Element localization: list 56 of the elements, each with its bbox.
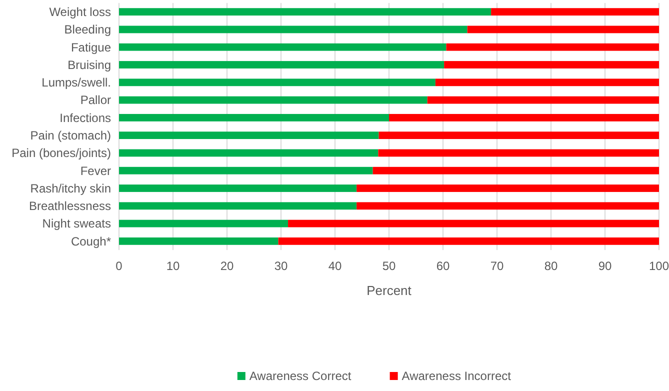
bar bbox=[446, 43, 659, 51]
bar bbox=[119, 78, 436, 86]
x-tick-label: 70 bbox=[490, 259, 504, 273]
y-tick-label: Fever bbox=[80, 164, 111, 178]
bar bbox=[119, 202, 357, 210]
y-tick-label: Lumps/swell. bbox=[42, 76, 111, 90]
bar bbox=[444, 61, 659, 68]
y-tick-label: Bleeding bbox=[64, 22, 111, 37]
legend-label: Awareness Incorrect bbox=[402, 369, 512, 383]
x-tick-label: 80 bbox=[544, 259, 558, 273]
bar bbox=[119, 237, 278, 245]
x-tick-label: 20 bbox=[220, 259, 234, 273]
x-tick-label: 50 bbox=[382, 259, 396, 273]
x-tick-label: 0 bbox=[116, 259, 123, 273]
bar bbox=[119, 114, 389, 122]
bar bbox=[119, 184, 357, 192]
y-tick-label: Rash/itchy skin bbox=[30, 181, 111, 196]
x-tick-label: 100 bbox=[648, 259, 669, 273]
y-tick-label: Pain (bones/joints) bbox=[12, 146, 111, 160]
x-tick-label: 90 bbox=[598, 259, 612, 273]
bar bbox=[119, 8, 492, 16]
legend-label: Awareness Correct bbox=[249, 369, 352, 383]
bar bbox=[119, 149, 378, 157]
bar bbox=[372, 166, 659, 174]
y-tick-label: Weight loss bbox=[49, 5, 111, 20]
y-tick-label: Bruising bbox=[68, 58, 111, 72]
bar bbox=[119, 166, 373, 174]
y-tick-label: Fatigue bbox=[70, 40, 112, 54]
bar bbox=[119, 132, 379, 140]
y-tick-label: Breathlessness bbox=[28, 199, 111, 214]
y-tick-label: Pain (stomach) bbox=[30, 128, 111, 143]
bar bbox=[467, 26, 659, 34]
bar bbox=[378, 132, 659, 140]
bar bbox=[427, 96, 659, 104]
y-tick-label: Night sweats bbox=[42, 216, 111, 231]
bar bbox=[278, 237, 659, 245]
bar bbox=[119, 43, 446, 51]
x-axis-title: Percent bbox=[366, 283, 412, 298]
x-tick-label: 10 bbox=[166, 259, 180, 273]
bar bbox=[356, 184, 659, 192]
x-tick-label: 40 bbox=[328, 259, 342, 273]
bar bbox=[119, 96, 428, 104]
y-tick-label: Infections bbox=[60, 110, 111, 125]
y-tick-label: Pallor bbox=[80, 93, 111, 108]
bar bbox=[119, 61, 444, 68]
bar bbox=[378, 149, 659, 157]
bar bbox=[288, 220, 659, 228]
bar bbox=[356, 202, 659, 210]
bar bbox=[119, 26, 468, 34]
bar bbox=[389, 114, 659, 122]
x-tick-label: 30 bbox=[274, 259, 288, 273]
bar bbox=[491, 8, 659, 16]
x-tick-label: 60 bbox=[436, 259, 450, 273]
bar bbox=[119, 220, 288, 228]
y-tick-label: Cough* bbox=[70, 234, 112, 248]
bar bbox=[435, 78, 659, 86]
